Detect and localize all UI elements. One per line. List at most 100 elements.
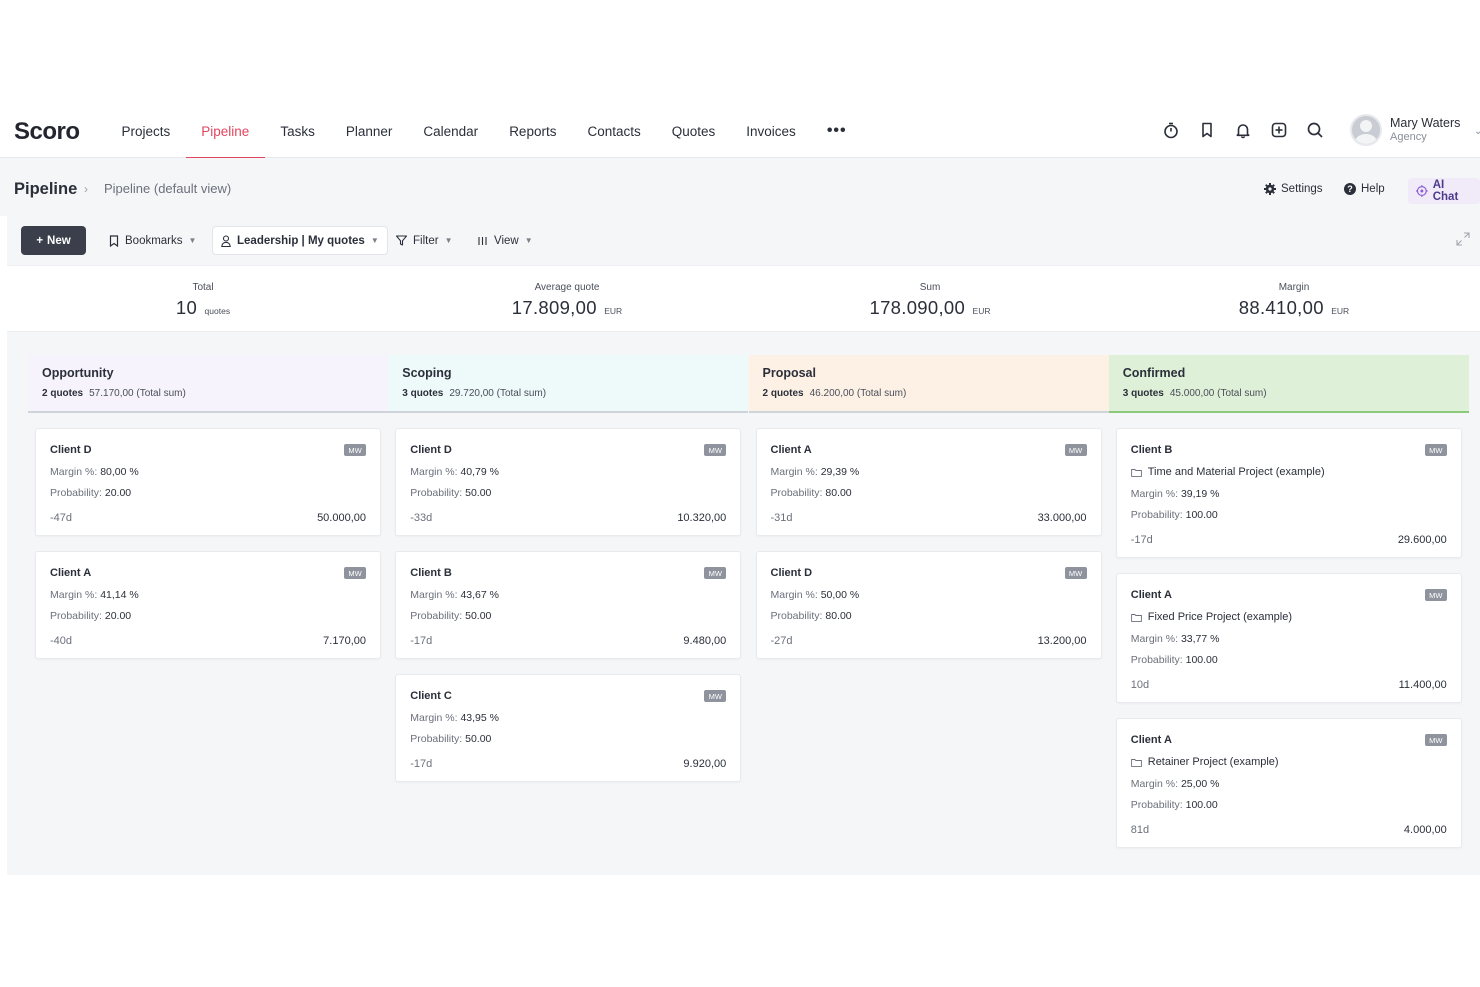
stat-margin: Margin 88.410,00 EUR (1144, 282, 1444, 319)
probability-value: 50.00 (465, 733, 492, 745)
bookmark-icon[interactable] (1196, 119, 1218, 141)
stat-label: Sum (919, 282, 941, 293)
card-probability: Probability: 100.00 (1131, 509, 1218, 521)
settings-button[interactable]: Settings (1264, 183, 1323, 195)
column-title: Scoping (402, 366, 452, 380)
nav-item-invoices[interactable]: Invoices (746, 123, 796, 139)
quote-card[interactable]: Client C MW Margin %: 43,95 % Probability: … (395, 674, 742, 782)
help-button[interactable]: ? Help (1344, 183, 1385, 195)
bookmarks-dropdown[interactable]: Bookmarks ▼ (101, 226, 204, 255)
owner-badge: MW (1424, 444, 1447, 456)
quote-card[interactable]: Client D MW Margin %: 50,00 % Probability: … (755, 551, 1102, 659)
more-menu-icon[interactable]: ••• (826, 122, 847, 139)
nav-item-pipeline[interactable]: Pipeline (185, 104, 265, 159)
owner-badge: MW (1424, 589, 1447, 601)
nav-item-reports[interactable]: Reports (509, 123, 557, 139)
owner-badge: MW (1064, 567, 1087, 579)
ai-chat-label: AI Chat (1432, 179, 1459, 203)
card-margin: Margin %: 40,79 % (410, 466, 499, 478)
column-title: Proposal (762, 366, 817, 380)
margin-value: 80,00 % (100, 466, 139, 478)
margin-label: Margin %: (770, 589, 818, 601)
card-margin: Margin %: 43,95 % (410, 712, 499, 724)
folder-icon (1130, 758, 1142, 767)
nav-item-contacts[interactable]: Contacts (587, 123, 641, 139)
column-sum: 45.000,00 (Total sum) (1169, 388, 1267, 399)
stat-value-wrap: 17.809,00 EUR (417, 297, 717, 319)
nav-item-quotes[interactable]: Quotes (671, 123, 716, 139)
column-count: 2 quotes (42, 388, 84, 399)
margin-value: 33,77 % (1180, 633, 1220, 645)
card-client: Client B (1130, 444, 1173, 456)
probability-value: 20.00 (104, 610, 132, 622)
card-client: Client D (410, 444, 452, 456)
stat-unit: EUR (604, 306, 623, 316)
quote-card[interactable]: Client A MW Margin %: 41,14 % Probability: … (35, 551, 381, 659)
quote-card[interactable]: Client B MW Margin %: 43,67 % Probability: … (395, 551, 742, 659)
card-client: Client B (410, 567, 452, 579)
stat-label: Average quote (534, 282, 600, 293)
new-button[interactable]: + New (21, 226, 86, 255)
quote-card[interactable]: Client D MW Margin %: 40,79 % Probability: … (395, 428, 742, 536)
card-margin: Margin %: 25,00 % (1131, 778, 1220, 790)
probability-label: Probability: (50, 610, 102, 622)
view-dropdown[interactable]: View ▼ (469, 226, 541, 255)
margin-label: Margin %: (50, 466, 98, 478)
margin-value: 39,19 % (1180, 488, 1220, 500)
filter-icon (396, 235, 407, 246)
quote-card[interactable]: Client B MW Time and Material Project (exa… (1115, 428, 1462, 558)
card-days: 81d (1130, 824, 1150, 836)
probability-label: Probability: (770, 487, 823, 499)
card-project[interactable]: Time and Material Project (example) (1130, 466, 1325, 478)
quote-card[interactable]: Client A MW Margin %: 29,39 % Probability: … (755, 428, 1102, 536)
card-probability: Probability: 50.00 (410, 487, 491, 499)
owner-badge: MW (704, 690, 727, 702)
caret-down-icon: ▼ (524, 236, 533, 245)
nav-item-tasks[interactable]: Tasks (280, 123, 315, 139)
margin-label: Margin %: (50, 589, 98, 601)
card-days: -31d (770, 512, 793, 524)
bell-icon[interactable] (1232, 119, 1254, 141)
nav-item-calendar[interactable]: Calendar (423, 123, 479, 139)
nav-item-planner[interactable]: Planner (345, 123, 393, 139)
ai-chat-button[interactable]: AI Chat (1408, 178, 1480, 204)
leadership-quotes-dropdown[interactable]: Leadership | My quotes ▼ (212, 226, 388, 255)
user-name: Mary Waters (1390, 116, 1461, 130)
toolbar: + New Bookmarks ▼ Leadership | My quotes… (7, 216, 1480, 266)
card-client: Client C (410, 690, 452, 702)
column-sum: 29.720,00 (Total sum) (449, 388, 547, 399)
column-summary: 2 quotes 46.200,00 (Total sum) (763, 388, 1095, 399)
card-project[interactable]: Retainer Project (example) (1130, 756, 1279, 768)
probability-value: 20.00 (104, 487, 132, 499)
nav-item-projects[interactable]: Projects (121, 123, 171, 139)
quote-card[interactable]: Client A MW Retainer Project (example) Marg… (1115, 718, 1462, 848)
card-client: Client A (770, 444, 812, 456)
margin-label: Margin %: (1130, 778, 1179, 790)
card-probability: Probability: 50.00 (410, 610, 491, 622)
timer-icon[interactable] (1160, 119, 1182, 141)
scoro-logo[interactable]: Scoro (14, 118, 80, 146)
quote-card[interactable]: Client D MW Margin %: 80,00 % Probability: … (35, 428, 381, 536)
page-title[interactable]: Pipeline (14, 180, 78, 198)
help-label: Help (1361, 183, 1385, 195)
project-name: Fixed Price Project (example) (1147, 611, 1293, 623)
ai-sparkle-icon (1416, 185, 1428, 197)
search-icon[interactable] (1304, 119, 1326, 141)
filter-dropdown[interactable]: Filter ▼ (388, 226, 460, 255)
probability-label: Probability: (1130, 799, 1183, 811)
quote-card[interactable]: Client A MW Fixed Price Project (example) M… (1115, 573, 1462, 703)
owner-badge: MW (704, 444, 727, 456)
user-role: Agency (1390, 131, 1427, 143)
card-amount: 50.000,00 (317, 512, 366, 524)
probability-value: 50.00 (465, 610, 492, 622)
expand-icon[interactable] (1456, 232, 1470, 246)
probability-label: Probability: (50, 487, 102, 499)
margin-value: 43,67 % (460, 589, 499, 601)
column-header-confirmed: Confirmed 3 quotes 45.000,00 (Total sum) (1108, 355, 1469, 413)
column-count: 3 quotes (1122, 388, 1164, 399)
column-summary: 2 quotes 57.170,00 (Total sum) (42, 388, 374, 399)
add-icon[interactable] (1268, 119, 1290, 141)
card-project[interactable]: Fixed Price Project (example) (1130, 611, 1293, 623)
owner-badge: MW (344, 444, 366, 456)
user-menu[interactable]: Mary Waters Agency ⌄ (1350, 114, 1480, 146)
